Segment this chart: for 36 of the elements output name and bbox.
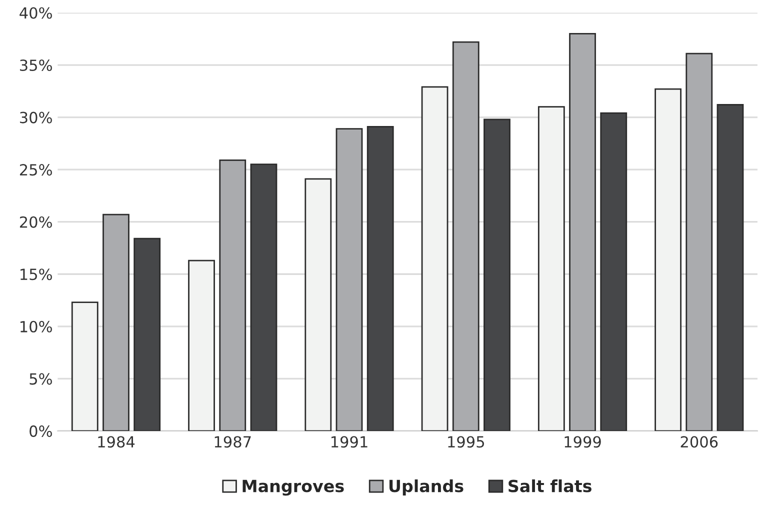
y-tick-label: 0% xyxy=(30,425,52,437)
y-tick-label: 40% xyxy=(20,7,52,19)
bar xyxy=(304,178,332,431)
bar xyxy=(366,126,394,431)
y-tick-label: 20% xyxy=(20,216,52,228)
bar xyxy=(654,88,682,431)
bar xyxy=(421,86,448,431)
bar xyxy=(484,118,510,431)
x-tick-label: 1991 xyxy=(331,436,368,448)
bar xyxy=(686,52,713,431)
legend-label: Mangroves xyxy=(242,480,344,496)
y-tick-label: 15% xyxy=(20,268,52,280)
bar xyxy=(716,104,744,431)
bar xyxy=(71,302,98,431)
bar xyxy=(538,106,565,431)
y-tick-label: 10% xyxy=(20,320,52,332)
bar xyxy=(219,159,246,431)
legend-label: Salt flats xyxy=(508,479,592,492)
y-tick-label: 30% xyxy=(20,112,52,124)
bar xyxy=(250,164,278,431)
bar xyxy=(102,214,130,431)
x-tick-label: 1995 xyxy=(448,436,484,448)
x-tick-label: 1987 xyxy=(214,436,251,448)
x-tick-label: 1999 xyxy=(564,436,601,448)
legend-label: Uplands xyxy=(389,479,464,496)
x-tick-label: 2006 xyxy=(680,436,718,448)
y-tick-label: 5% xyxy=(30,373,52,385)
bar xyxy=(452,41,480,431)
y-tick-label: 35% xyxy=(20,59,52,72)
bar xyxy=(336,128,363,431)
bar xyxy=(600,112,628,431)
bar xyxy=(569,32,596,431)
bar xyxy=(134,238,161,431)
bar xyxy=(188,260,215,431)
y-tick-label: 25% xyxy=(20,164,52,176)
x-tick-label: 1984 xyxy=(98,436,135,448)
